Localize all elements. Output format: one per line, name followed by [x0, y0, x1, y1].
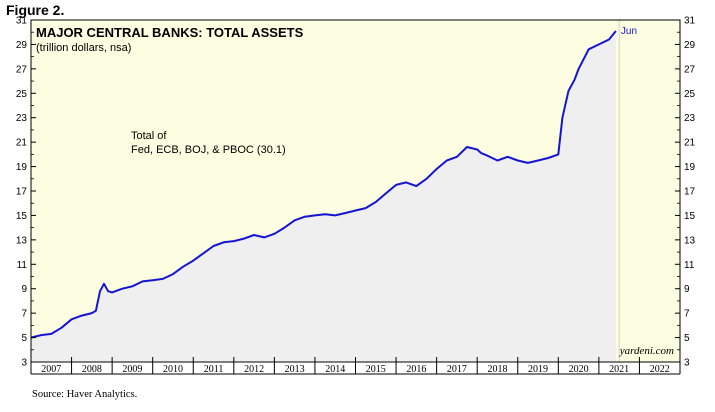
series-line [30, 30, 617, 339]
y-tick-label-right: 29 [684, 40, 696, 51]
x-tick-label: 2018 [487, 364, 507, 375]
y-tick-label-left: 15 [16, 211, 28, 222]
y-tick-label-right: 9 [684, 284, 690, 295]
y-tick-label-left: 9 [21, 284, 27, 295]
y-tick-label-right: 3 [684, 358, 690, 369]
x-tick-label: 2020 [569, 364, 589, 375]
y-tick-label-left: 27 [16, 64, 28, 75]
y-tick-label-right: 11 [684, 260, 695, 271]
x-tick-label: 2017 [447, 364, 467, 375]
series-end-label: Jun [621, 26, 637, 37]
y-tick-label-right: 7 [684, 309, 690, 320]
y-tick-label-right: 15 [684, 211, 696, 222]
x-tick-label: 2013 [285, 364, 305, 375]
x-tick-label: 2010 [163, 364, 183, 375]
y-tick-label-right: 13 [684, 235, 696, 246]
x-tick-label: 2007 [41, 364, 61, 375]
chart-subtitle: (trillion dollars, nsa) [36, 42, 131, 54]
watermark: yardeni.com [619, 345, 674, 357]
y-tick-label-right: 27 [684, 64, 696, 75]
y-tick-label-left: 25 [16, 89, 28, 100]
y-tick-label-left: 19 [16, 162, 28, 173]
x-tick-label: 2011 [204, 364, 224, 375]
source-note: Source: Haver Analytics. [32, 389, 138, 400]
x-tick-label: 2012 [244, 364, 264, 375]
y-tick-label-right: 31 [684, 16, 696, 27]
y-tick-label-left: 11 [17, 260, 28, 271]
x-tick-label: 2009 [122, 364, 142, 375]
y-tick-label-right: 17 [684, 187, 696, 198]
series-area [31, 31, 616, 362]
y-tick-label-right: 25 [684, 89, 696, 100]
chart-title: MAJOR CENTRAL BANKS: TOTAL ASSETS [36, 25, 304, 40]
x-tick-label: 2014 [325, 364, 345, 375]
x-tick-label: 2015 [366, 364, 386, 375]
y-tick-label-left: 23 [16, 113, 28, 124]
y-tick-label-left: 31 [16, 16, 28, 27]
chart-annotation-line: Fed, ECB, BOJ, & PBOC (30.1) [131, 144, 286, 156]
y-tick-label-left: 29 [16, 40, 28, 51]
y-tick-label-left: 5 [21, 333, 27, 344]
x-tick-label: 2016 [406, 364, 426, 375]
y-tick-label-right: 21 [684, 138, 696, 149]
x-tick-label: 2008 [82, 364, 102, 375]
x-tick-label: 2019 [528, 364, 548, 375]
y-tick-label-left: 21 [16, 138, 28, 149]
x-tick-label: 2022 [650, 364, 670, 375]
y-tick-label-right: 5 [684, 333, 690, 344]
plot-forecast-region [619, 20, 680, 362]
figure-label: Figure 2. [6, 2, 65, 18]
y-tick-label-right: 23 [684, 113, 696, 124]
y-tick-label-left: 13 [16, 235, 28, 246]
y-tick-label-left: 17 [16, 187, 28, 198]
y-tick-label-right: 19 [684, 162, 696, 173]
y-tick-label-left: 3 [21, 358, 27, 369]
y-tick-label-left: 7 [21, 309, 27, 320]
chart-annotation-line: Total of [131, 130, 167, 142]
x-tick-label: 2021 [609, 364, 629, 375]
